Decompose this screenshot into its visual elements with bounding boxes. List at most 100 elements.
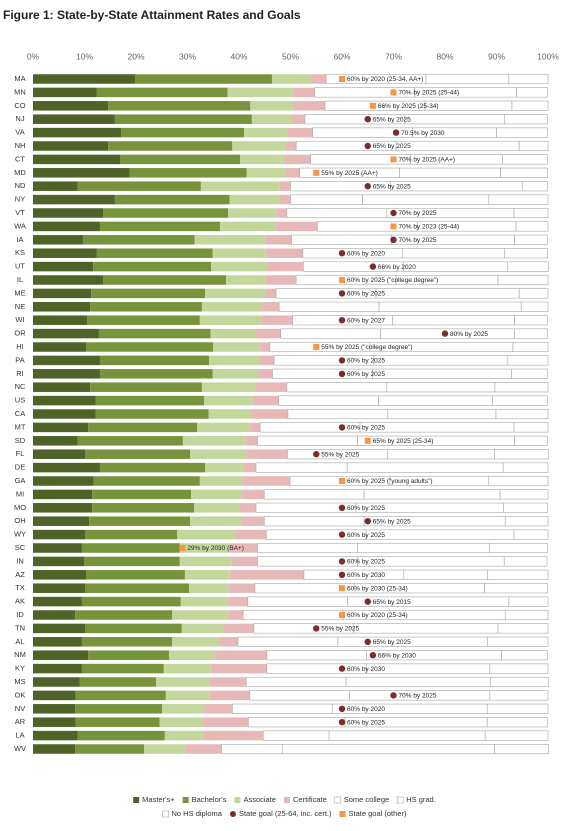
bar-segment [487,636,549,647]
bar-segment [202,717,249,727]
bar-segment [260,342,270,352]
bar-segment [488,475,549,487]
bar-segment [33,114,115,124]
bar-segment [33,208,104,218]
bar-segment [262,730,330,741]
bar-segment [511,100,549,111]
bar-segment [92,503,195,513]
goal-label: 80% by 2025 [450,331,488,338]
bar-segment [488,542,548,554]
bar-segment [346,462,504,473]
bar-segment [209,355,261,366]
goal-label: 66% by 2020 [378,264,416,271]
bar-segment [75,704,163,714]
bar-segment [85,583,190,593]
bar-segment [134,74,272,84]
bar-segment [290,194,363,205]
bar-segment [515,221,549,232]
goal-marker [390,236,397,243]
bar-segment [260,355,275,366]
bar-segment [81,637,173,647]
bar-segment [386,382,496,393]
bar-segment [202,730,264,741]
bar-segment [291,114,305,124]
bar-segment [144,744,186,754]
bar-segment [228,208,277,218]
bar-segment [276,208,287,218]
category-label: WY [14,530,26,539]
goal-marker [339,478,345,484]
bar-segment [521,181,548,192]
category-label: NV [15,704,25,713]
bar-segment [99,221,220,232]
category-label: ME [14,288,25,297]
category-label: KY [15,664,25,673]
goal-label: 60% by 2025 [347,505,385,512]
bar-segment [33,369,100,379]
bar-segment [227,596,248,607]
bar-segment [489,690,549,701]
bar-segment [33,717,76,727]
bar-segment [263,516,365,527]
bar-segment [232,141,286,151]
bar-segment [514,435,548,446]
goal-label: 60% by 2025 [347,532,385,539]
goal-label: 70% by 2025 (AA+) [399,157,456,164]
bar-segment [120,154,241,165]
bar-segment [108,141,233,151]
bar-segment [267,261,304,272]
legend-key [396,796,404,804]
bar-segment [210,663,267,674]
bar-segment [266,650,368,661]
bar-segment [378,395,493,406]
legend-key [133,797,140,803]
bar-segment [399,167,501,178]
bar-segment [92,489,192,500]
category-label: CA [15,409,25,418]
goal-marker [364,638,371,645]
bar-segment [286,127,313,138]
goal-marker [390,692,397,699]
bar-segment [172,637,219,647]
bar-segment [33,543,82,553]
bar-segment [93,261,212,272]
goal-marker [338,290,346,297]
category-label: NH [15,141,26,150]
bar-segment [285,141,297,151]
bar-segment [244,127,287,138]
bar-segment [98,328,211,339]
bar-segment [357,542,490,554]
legend-label: Associate [243,795,276,804]
bar-segment [33,168,130,178]
bar-segment [494,382,549,393]
category-label: ND [15,181,26,190]
bar-segment [75,610,173,620]
bar-segment [265,288,277,299]
bar-segment [162,704,205,714]
goal-label: 65% by 2025 [373,116,411,123]
goal-label: 70% by 2025 [399,210,437,217]
bar-segment [99,355,210,366]
bar-segment [81,663,164,674]
goal-label: 60% by 2025 [347,425,385,432]
legend-key [234,797,241,803]
bar-segment [514,234,548,245]
x-tick-label: 30% [179,51,196,61]
bar-segment [199,315,262,325]
bar-segment [33,704,76,714]
bar-segment [33,690,76,701]
goal-marker [313,344,320,350]
bar-segment [179,543,230,553]
bar-segment [81,543,180,553]
goal-marker [369,263,377,270]
category-label: NY [15,195,25,204]
goal-marker [364,437,371,444]
bar-segment [33,610,76,620]
bar-segment [191,489,243,500]
goal-marker [338,531,346,538]
bar-segment [245,436,258,446]
bar-segment [501,650,548,661]
bar-segment [212,248,266,258]
bar-segment [229,543,258,553]
bar-segment [250,422,261,433]
